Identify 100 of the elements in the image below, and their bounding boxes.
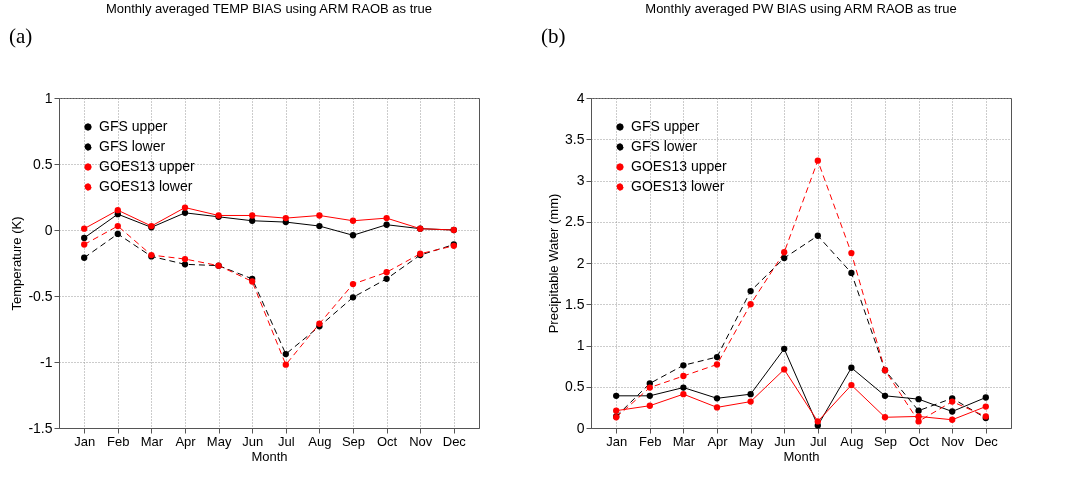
point: [747, 287, 754, 295]
x-tick-label: Oct: [908, 433, 930, 449]
point: [848, 249, 855, 257]
point: [848, 364, 855, 371]
point: [349, 217, 357, 224]
y-tick-label: 2.5: [565, 213, 585, 230]
text: (b): [541, 24, 566, 48]
point: [249, 212, 256, 219]
point: [349, 232, 357, 239]
point: [646, 392, 653, 399]
x-tick-label: Dec: [974, 433, 999, 449]
x-tick-label: Mar: [672, 433, 696, 449]
point: [781, 345, 788, 352]
point: [613, 407, 620, 414]
point: [713, 404, 721, 411]
point: [383, 275, 390, 282]
y-tick-label: 3: [576, 172, 585, 188]
point: [349, 294, 357, 301]
legend-label: GFS lower: [631, 138, 698, 154]
x-axis-title: Month: [251, 448, 288, 464]
y-tick-label: -1.5: [28, 419, 53, 436]
x-tick-label: Sep: [341, 433, 366, 449]
point: [282, 361, 289, 368]
y-tick-label: 3.5: [565, 130, 585, 147]
point: [814, 232, 821, 239]
point: [680, 384, 687, 391]
point: [81, 254, 88, 261]
point: [814, 157, 821, 164]
point: [982, 403, 989, 410]
x-tick-label: Apr: [707, 433, 729, 449]
x-tick-label: May: [206, 433, 232, 449]
legend-label: GOES13 upper: [99, 158, 196, 174]
x-tick-label: Aug: [840, 433, 864, 449]
point: [349, 280, 357, 288]
point: [383, 221, 390, 228]
point: [915, 395, 922, 403]
x-tick-label: Feb: [107, 433, 130, 449]
y-tick-label: 0: [44, 221, 53, 238]
y-tick-label: 4: [576, 89, 585, 106]
y-tick-label: 1: [576, 337, 585, 353]
point: [848, 269, 855, 277]
x-tick-label: Nov: [941, 433, 965, 449]
point: [181, 209, 189, 216]
x-tick-label: Dec: [442, 433, 467, 449]
x-tick-label: Jan: [74, 433, 96, 449]
y-axis-title: Precipitable Water (mm): [546, 193, 562, 334]
y-tick-label: -0.5: [28, 287, 53, 304]
point: [982, 394, 989, 401]
x-tick-label: Aug: [308, 433, 332, 449]
point: [747, 301, 754, 308]
point: [713, 395, 721, 402]
point: [747, 391, 754, 398]
point: [114, 207, 121, 214]
point: [881, 414, 889, 421]
legend-label: GOES13 upper: [631, 158, 728, 174]
legend-label: GOES13 lower: [631, 178, 725, 194]
point: [781, 366, 788, 373]
point: [680, 391, 687, 398]
x-tick-label: Mar: [140, 433, 164, 449]
legend-label: GFS upper: [631, 118, 700, 134]
point: [81, 234, 88, 242]
x-axis-title: Month: [783, 448, 820, 464]
chart-title: Monthly averaged TEMP BIAS using ARM RAOB as true: [105, 1, 433, 16]
point: [747, 398, 754, 405]
point: [282, 214, 289, 222]
y-tick-label: 1.5: [565, 295, 585, 312]
text: (a): [9, 24, 33, 48]
point: [881, 392, 889, 399]
x-tick-label: Jul: [809, 433, 827, 449]
point: [181, 255, 189, 263]
point: [781, 249, 788, 256]
point: [114, 222, 121, 230]
point: [282, 350, 289, 358]
point: [713, 353, 721, 361]
point: [949, 416, 956, 423]
point: [613, 392, 620, 399]
point: [114, 230, 121, 238]
point: [680, 372, 687, 380]
x-tick-label: Apr: [175, 433, 197, 449]
x-tick-label: Oct: [376, 433, 398, 449]
y-tick-label: 0.5: [565, 378, 585, 395]
point: [814, 418, 821, 425]
point: [915, 418, 922, 425]
point: [646, 384, 653, 391]
point: [646, 402, 653, 409]
x-tick-label: Jun: [774, 433, 796, 449]
legend-label: GOES13 lower: [99, 178, 193, 194]
y-tick-label: 0.5: [33, 155, 53, 172]
point: [316, 222, 323, 230]
point: [316, 212, 323, 219]
point: [383, 269, 390, 276]
point: [949, 408, 956, 415]
y-tick-label: 0: [576, 419, 585, 436]
point: [81, 225, 88, 232]
point: [383, 214, 390, 222]
y-axis-title: Temperature (K): [9, 216, 25, 311]
y-tick-label: 1: [44, 89, 53, 106]
y-tick-label: 2: [576, 254, 585, 271]
point: [848, 381, 855, 389]
legend-label: GFS lower: [99, 138, 166, 154]
